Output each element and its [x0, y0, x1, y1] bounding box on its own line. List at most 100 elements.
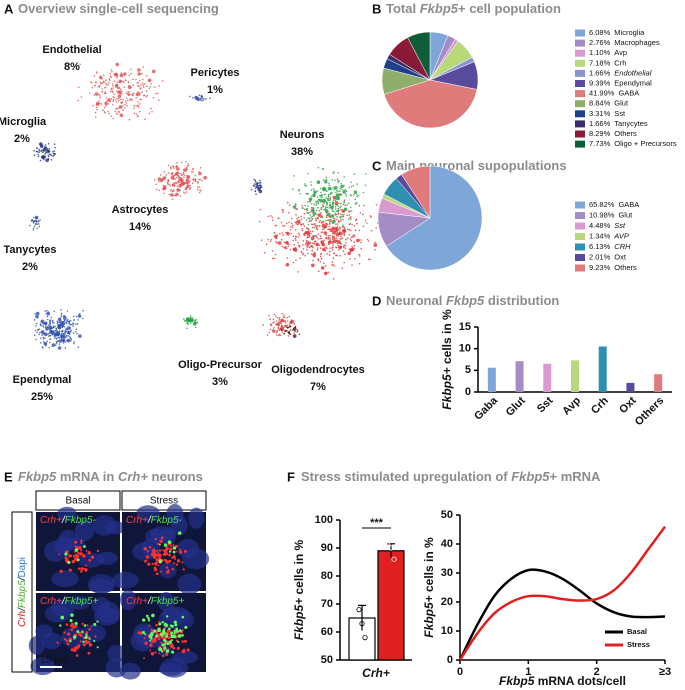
fkbp5-signal	[164, 642, 167, 645]
cell-dot	[66, 329, 68, 331]
cell-dot	[324, 271, 328, 276]
cluster-name: Ependymal	[13, 374, 72, 386]
y-tick-label: 0	[465, 386, 471, 398]
cell-dot	[319, 198, 323, 203]
cell-dot	[350, 218, 352, 220]
cell-dot	[65, 322, 68, 325]
cell-dot	[128, 74, 130, 77]
cell-dot	[295, 221, 298, 223]
cell-dot	[320, 208, 322, 210]
cell-dot	[307, 230, 309, 233]
cell-dot	[174, 173, 177, 176]
cell-dot	[34, 313, 37, 315]
crh-signal	[87, 640, 91, 644]
cell-dot	[331, 247, 334, 249]
cell-dot	[326, 247, 328, 250]
nucleus	[188, 507, 205, 529]
cell-dot	[320, 206, 323, 209]
crh-signal	[158, 652, 160, 655]
crh-signal	[162, 552, 167, 556]
cell-dot	[193, 178, 195, 180]
panel-title: Total Fkbp5+ cell population	[386, 1, 561, 16]
fkbp5-signal	[69, 618, 73, 623]
cell-dot	[189, 185, 192, 187]
legend-swatch	[575, 140, 585, 148]
cell-dot	[299, 257, 301, 260]
fkbp5-signal	[60, 615, 65, 620]
cell-dot	[189, 187, 192, 189]
fkbp5-signal	[145, 614, 149, 618]
cell-dot	[336, 201, 339, 203]
cell-dot	[346, 214, 348, 217]
cell-dot	[331, 220, 336, 224]
cell-dot	[104, 112, 106, 114]
cell-dot	[345, 193, 347, 195]
cell-dot	[112, 100, 115, 102]
cell-dot	[288, 221, 291, 224]
panel-title-part: distribution	[484, 293, 559, 308]
cell-dot	[39, 219, 41, 221]
crh-signal	[174, 558, 176, 561]
cluster-name: Microglia	[0, 116, 47, 128]
cell-dot	[297, 242, 299, 244]
cell-dot	[307, 217, 310, 219]
cell-dot	[337, 212, 340, 214]
crh-signal	[153, 554, 157, 558]
fkbp5-signal	[64, 552, 68, 556]
cell-dot	[313, 242, 316, 245]
cell-dot	[43, 321, 48, 326]
crh-signal	[150, 640, 154, 644]
crh-signal	[154, 568, 157, 572]
cell-dot	[138, 85, 140, 88]
cell-dot	[275, 324, 278, 326]
crh-signal	[154, 639, 157, 643]
cell-dot	[186, 178, 188, 181]
cell-dot	[343, 199, 346, 201]
cell-dot	[306, 212, 308, 214]
cell-dot	[61, 338, 66, 342]
cell-dot	[95, 106, 98, 109]
crh-signal	[183, 639, 187, 643]
cell-dot	[265, 243, 268, 246]
cell-dot	[67, 326, 69, 328]
cell-dot	[44, 153, 46, 155]
cell-dot	[282, 209, 285, 212]
cell-dot	[116, 75, 119, 78]
fkbp5-signal	[72, 635, 77, 639]
fkbp5-signal	[161, 643, 165, 647]
cell-dot	[161, 80, 164, 82]
fkbp5-signal	[70, 613, 74, 617]
cell-dot	[329, 193, 332, 195]
cell-dot	[115, 62, 120, 67]
cell-dot	[68, 320, 70, 323]
cell-dot	[66, 330, 71, 335]
cell-dot	[294, 330, 296, 333]
cell-dot	[332, 202, 334, 204]
crh-signal	[158, 620, 160, 623]
cell-dot	[171, 198, 174, 201]
cell-dot	[55, 338, 58, 340]
cell-dot	[337, 190, 339, 192]
micrograph-label-part: Crh+	[40, 515, 62, 526]
cell-dot	[29, 224, 31, 227]
cell-dot	[61, 339, 63, 341]
cell-dot	[332, 230, 337, 235]
cell-dot	[304, 230, 307, 233]
legend-value: 9.23%	[589, 263, 611, 272]
cluster-name: Oligodendrocytes	[271, 364, 365, 376]
nucleus	[170, 515, 188, 536]
crh-signal	[85, 549, 88, 552]
fkbp5-signal	[158, 647, 163, 652]
channel-label-part: Crh	[17, 610, 28, 627]
cell-dot	[329, 201, 331, 204]
y-tick-label: 10	[441, 625, 453, 637]
cell-dot	[39, 159, 42, 162]
cell-dot	[356, 202, 358, 205]
cell-dot	[335, 198, 338, 201]
crh-signal	[84, 568, 88, 572]
cell-dot	[283, 332, 286, 335]
cell-dot	[280, 326, 283, 328]
crh-signal	[179, 550, 183, 554]
cell-dot	[320, 216, 322, 219]
cell-dot	[315, 209, 318, 212]
